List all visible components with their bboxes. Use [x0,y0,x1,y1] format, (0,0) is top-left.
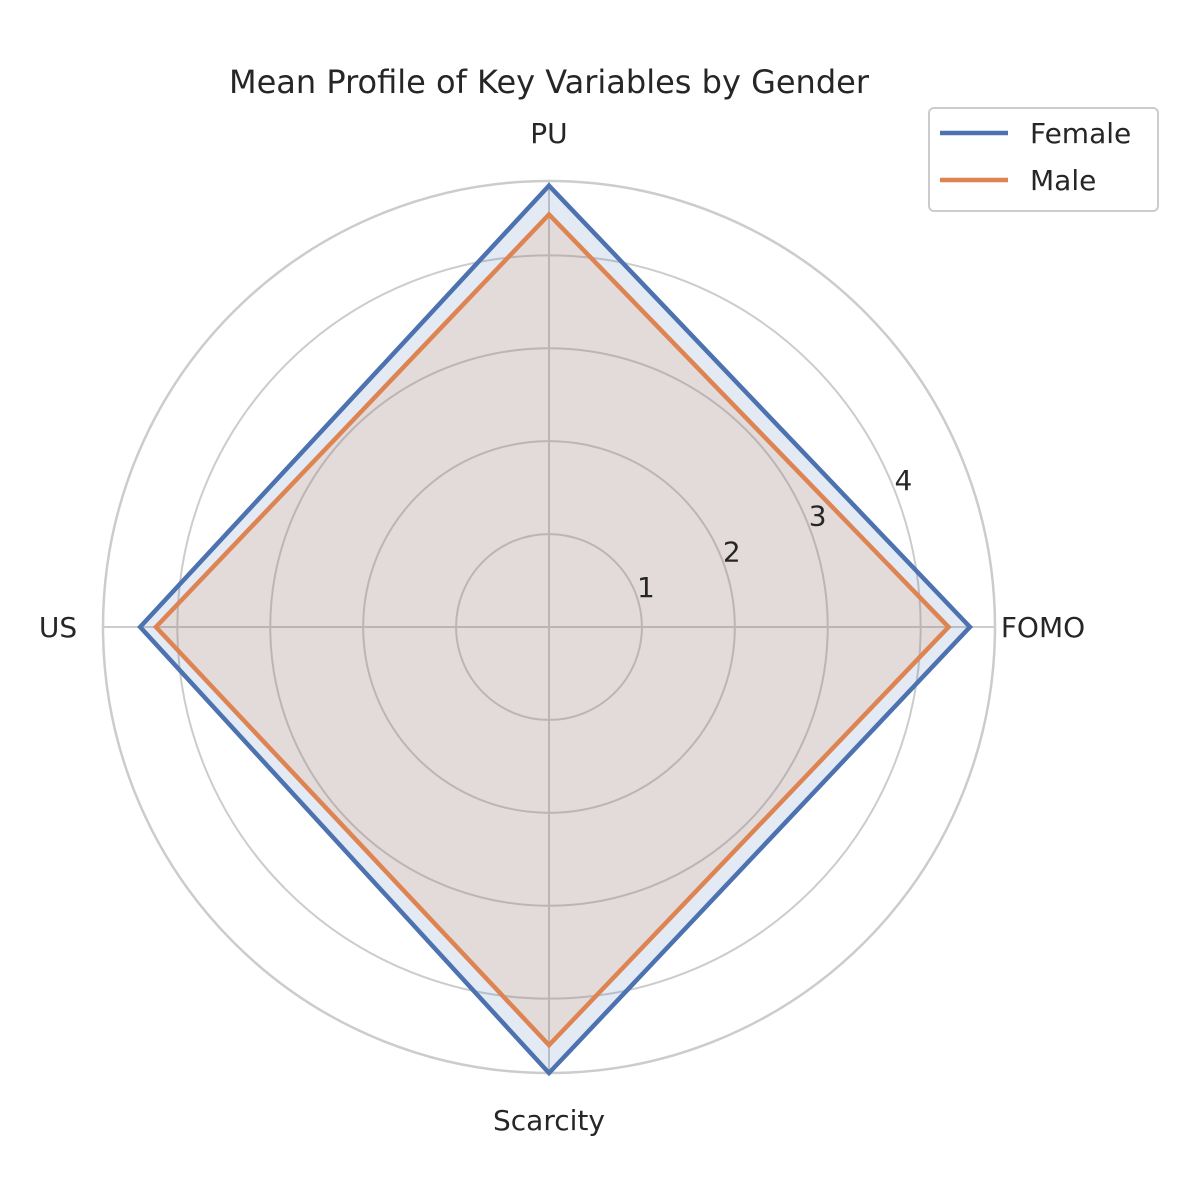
series-fill-male [155,214,949,1046]
series-line-male [152,211,952,1049]
r-tick-label: 1 [637,571,655,604]
axis-label-us: US [39,611,77,644]
series-layer [137,182,974,1077]
legend: Female Male [928,107,1159,212]
legend-label-female: Female [1030,117,1131,150]
r-tick-label: 2 [723,535,741,568]
axis-label-scarcity: Scarcity [493,1104,605,1137]
axis-label-pu: PU [530,117,567,150]
r-tick-label: 3 [809,500,827,533]
label-layer: PU FOMO Scarcity US 1 2 3 4 [39,117,1085,1137]
legend-label-male: Male [1030,164,1096,197]
series-line-female [137,182,974,1077]
chart-title: Mean Profile of Key Variables by Gender [229,63,870,101]
axis-label-fomo: FOMO [1001,611,1085,644]
r-tick-label: 4 [895,464,913,497]
